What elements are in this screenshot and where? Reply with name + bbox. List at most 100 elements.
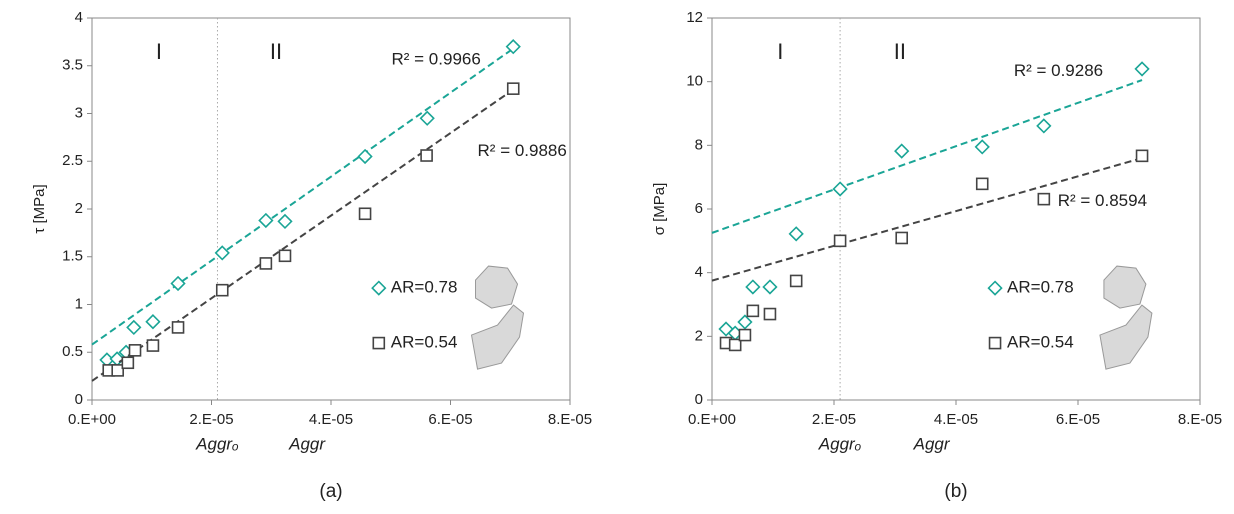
square-marker xyxy=(506,82,520,95)
square-marker xyxy=(215,283,229,297)
trend-line xyxy=(91,47,514,346)
region-label: II xyxy=(894,39,906,64)
x-tick-label: 8.E-05 xyxy=(1178,411,1222,428)
y-tick-label: 8 xyxy=(695,136,703,153)
square-marker xyxy=(171,321,185,334)
square-marker xyxy=(789,274,803,288)
y-tick-label: 1.5 xyxy=(62,248,83,265)
square-marker xyxy=(1037,192,1051,206)
r-squared-label: R² = 0.8594 xyxy=(1058,191,1147,210)
diamond-marker xyxy=(277,213,293,230)
square-marker xyxy=(833,234,847,248)
diamond-marker xyxy=(214,245,230,261)
diamond-marker xyxy=(145,314,161,330)
caption: (b) xyxy=(944,481,967,502)
y-tick-label: 4 xyxy=(695,264,703,281)
x-tick-label: 6.E-05 xyxy=(1056,411,1100,428)
square-marker xyxy=(738,328,752,342)
square-marker xyxy=(128,344,142,357)
diamond-marker xyxy=(745,279,761,295)
trend-line xyxy=(711,79,1143,234)
square-marker xyxy=(895,231,909,245)
aggregate-icon xyxy=(475,265,519,309)
y-tick-label: 2 xyxy=(75,200,83,217)
diamond-marker xyxy=(505,39,521,55)
square-marker xyxy=(146,339,160,352)
trend-line xyxy=(711,157,1143,282)
diamond-marker xyxy=(762,279,778,295)
y-axis-label: σ [MPa] xyxy=(651,183,668,236)
square-marker xyxy=(278,249,292,263)
aggregate-icon xyxy=(1099,304,1153,370)
x-tick-label: 8.E-05 xyxy=(548,411,592,428)
diamond-marker xyxy=(170,275,186,292)
trend-line xyxy=(91,88,514,382)
threshold-label: Aggrₒ xyxy=(195,434,239,453)
y-tick-label: 0 xyxy=(695,391,703,408)
y-tick-label: 2 xyxy=(695,327,703,344)
diamond-marker xyxy=(788,226,804,242)
legend-marker xyxy=(987,280,1003,296)
y-tick-label: 3.5 xyxy=(62,57,83,74)
threshold-label: Aggrₒ xyxy=(818,434,862,453)
x-tick-label: 6.E-05 xyxy=(428,411,472,428)
x-tick-label: 4.E-05 xyxy=(309,411,353,428)
diamond-marker xyxy=(894,143,910,159)
x-tick-label: 0.E+00 xyxy=(688,411,736,428)
y-tick-label: 3 xyxy=(75,104,83,121)
legend-label: AR=0.54 xyxy=(1007,333,1074,352)
r-squared-label: R² = 0.9886 xyxy=(478,141,567,160)
aggregate-icon xyxy=(470,304,525,370)
y-tick-label: 0 xyxy=(75,391,83,408)
x-tick-label: 0.E+00 xyxy=(68,411,116,428)
legend-label: AR=0.78 xyxy=(391,278,458,297)
caption: (a) xyxy=(319,481,342,502)
aggregate-icon xyxy=(1103,265,1147,309)
y-tick-label: 12 xyxy=(686,9,703,26)
region-label: I xyxy=(777,39,783,64)
y-tick-label: 2.5 xyxy=(62,152,83,169)
diamond-marker xyxy=(974,139,990,155)
y-tick-label: 10 xyxy=(686,73,703,90)
x-axis-label: Aggr xyxy=(913,434,951,453)
square-marker xyxy=(358,207,372,221)
y-axis-label: τ [MPa] xyxy=(31,184,48,233)
diamond-marker xyxy=(832,181,848,197)
square-marker xyxy=(975,177,989,191)
legend-marker xyxy=(988,336,1002,350)
legend-marker xyxy=(371,280,387,296)
x-tick-label: 2.E-05 xyxy=(189,411,233,428)
diamond-marker xyxy=(419,110,435,126)
r-squared-label: R² = 0.9966 xyxy=(392,50,481,69)
y-tick-label: 0.5 xyxy=(62,343,83,360)
legend-marker xyxy=(372,336,386,350)
square-marker xyxy=(746,304,760,318)
square-marker xyxy=(728,338,742,352)
diamond-marker xyxy=(1134,61,1150,77)
region-label: II xyxy=(270,39,282,64)
square-marker xyxy=(1135,149,1149,163)
diamond-marker xyxy=(258,212,274,229)
diamond-marker xyxy=(718,321,734,337)
diamond-marker xyxy=(357,148,373,165)
y-tick-label: 1 xyxy=(75,295,83,312)
square-marker xyxy=(420,149,433,162)
legend-label: AR=0.78 xyxy=(1007,278,1074,297)
y-tick-label: 4 xyxy=(75,9,83,26)
x-tick-label: 4.E-05 xyxy=(934,411,978,428)
region-label: I xyxy=(156,39,162,64)
square-marker xyxy=(121,356,135,370)
r-squared-label: R² = 0.9286 xyxy=(1014,61,1103,80)
diamond-marker xyxy=(1036,118,1052,134)
square-marker xyxy=(111,364,124,377)
square-marker xyxy=(259,257,273,270)
square-marker xyxy=(763,307,777,321)
legend-label: AR=0.54 xyxy=(391,333,458,352)
x-axis-label: Aggr xyxy=(288,434,326,453)
diamond-marker xyxy=(737,314,753,330)
x-tick-label: 2.E-05 xyxy=(812,411,856,428)
diamond-marker xyxy=(126,319,142,336)
y-tick-label: 6 xyxy=(695,200,703,217)
